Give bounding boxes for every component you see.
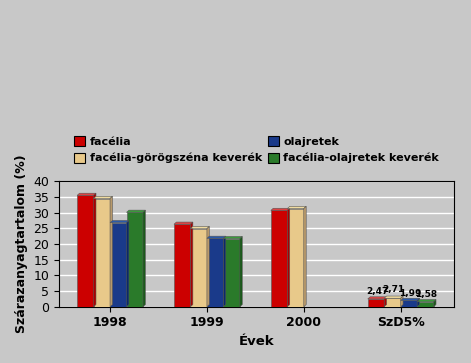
Bar [417,302,434,307]
Polygon shape [207,227,209,307]
Text: 2,71: 2,71 [382,285,405,294]
Polygon shape [110,220,129,223]
Polygon shape [127,220,129,307]
Text: 1,58: 1,58 [415,290,438,299]
Bar [223,239,240,307]
Polygon shape [240,236,242,307]
Polygon shape [304,207,306,307]
Bar [127,212,143,307]
Bar [110,223,127,307]
Polygon shape [434,299,436,307]
Bar [77,195,94,307]
Bar [401,301,417,307]
Bar [287,209,304,307]
Bar [271,211,287,307]
Polygon shape [110,196,113,307]
Polygon shape [223,236,226,307]
Bar [94,199,110,307]
Y-axis label: Szárazanyagtartalom (%): Szárazanyagtartalom (%) [15,155,28,333]
Polygon shape [417,299,436,302]
Polygon shape [190,222,193,307]
Polygon shape [287,207,306,209]
Polygon shape [271,208,290,211]
Polygon shape [401,298,420,301]
Polygon shape [190,227,209,229]
Bar [384,298,401,307]
Polygon shape [77,193,96,195]
Polygon shape [368,297,387,299]
Polygon shape [143,210,146,307]
Polygon shape [287,208,290,307]
Bar [368,299,384,307]
Bar [190,229,207,307]
Polygon shape [401,296,403,307]
Polygon shape [417,298,420,307]
Bar [207,238,223,307]
Polygon shape [94,193,96,307]
Legend: facélia, facélia-görögszéna keverék, olajretek, facélia-olajretek keverék: facélia, facélia-görögszéna keverék, ola… [72,134,441,166]
Polygon shape [127,210,146,212]
Bar [174,224,190,307]
Text: 2,47: 2,47 [366,287,389,296]
Polygon shape [94,196,113,199]
Polygon shape [223,236,242,239]
Polygon shape [384,296,403,298]
Polygon shape [174,222,193,224]
Text: 1,99: 1,99 [399,289,421,298]
Polygon shape [207,236,226,238]
X-axis label: Évek: Évek [239,335,275,348]
Polygon shape [384,297,387,307]
